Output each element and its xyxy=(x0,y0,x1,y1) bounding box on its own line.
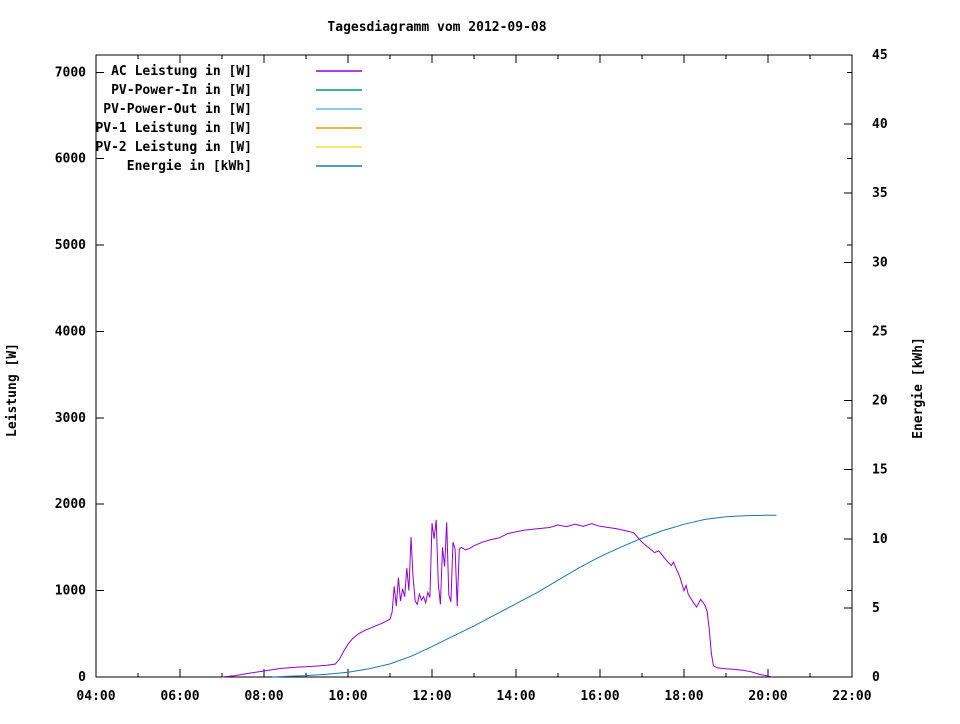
y-right-tick-label: 10 xyxy=(872,532,888,547)
x-tick-label: 12:00 xyxy=(412,689,451,704)
left-axis-label: Leistung [W] xyxy=(5,343,20,437)
y-right-tick-label: 45 xyxy=(872,48,888,63)
y-right-tick-label: 20 xyxy=(872,394,888,409)
x-tick-label: 08:00 xyxy=(244,689,283,704)
x-tick-label: 22:00 xyxy=(832,689,871,704)
y-left-tick-label: 5000 xyxy=(55,238,86,253)
legend-item-label: PV-Power-Out in [W] xyxy=(103,102,252,117)
y-left-tick-label: 4000 xyxy=(55,324,86,339)
legend: AC Leistung in [W] PV-Power-In in [W] PV-P… xyxy=(95,64,362,174)
x-tick-label: 18:00 xyxy=(664,689,703,704)
y-left-tick-label: 3000 xyxy=(55,411,86,426)
legend-item-label: PV-1 Leistung in [W] xyxy=(95,121,252,136)
x-tick-label: 16:00 xyxy=(580,689,619,704)
x-tick-label: 10:00 xyxy=(328,689,367,704)
x-tick-label: 04:00 xyxy=(76,689,115,704)
y-left-tick-label: 7000 xyxy=(55,65,86,80)
y-right-tick-label: 0 xyxy=(872,670,880,685)
axis-ticks xyxy=(95,54,853,678)
y-left-tick-label: 6000 xyxy=(55,152,86,167)
y-right-tick-label: 35 xyxy=(872,186,888,201)
y-right-tick-label: 5 xyxy=(872,601,880,616)
chart-title: Tagesdiagramm vom 2012-09-08 xyxy=(327,20,546,35)
series-line-ac-leistung-in-w xyxy=(221,519,773,678)
x-tick-label: 06:00 xyxy=(160,689,199,704)
y-right-tick-label: 25 xyxy=(872,324,888,339)
y-left-tick-label: 0 xyxy=(78,670,86,685)
y-right-tick-label: 15 xyxy=(872,463,888,478)
axis-tick-labels: 04:00 06:00 08:00 10:00 12:00 14:00 16:00 18:00… xyxy=(55,48,888,704)
legend-item-label: PV-2 Leistung in [W] xyxy=(95,140,252,155)
right-axis-label: Energie [kWh] xyxy=(911,337,926,439)
y-right-tick-label: 40 xyxy=(872,117,888,132)
y-left-tick-label: 2000 xyxy=(55,497,86,512)
y-left-tick-label: 1000 xyxy=(55,584,86,599)
data-series xyxy=(221,514,777,678)
series-line-energie-in-kwh xyxy=(272,514,777,678)
x-tick-label: 14:00 xyxy=(496,689,535,704)
legend-item-label: PV-Power-In in [W] xyxy=(111,83,252,98)
legend-item-label: AC Leistung in [W] xyxy=(111,64,252,79)
y-right-tick-label: 30 xyxy=(872,255,888,270)
legend-item-label: Energie in [kWh] xyxy=(127,159,252,174)
x-tick-label: 20:00 xyxy=(748,689,787,704)
